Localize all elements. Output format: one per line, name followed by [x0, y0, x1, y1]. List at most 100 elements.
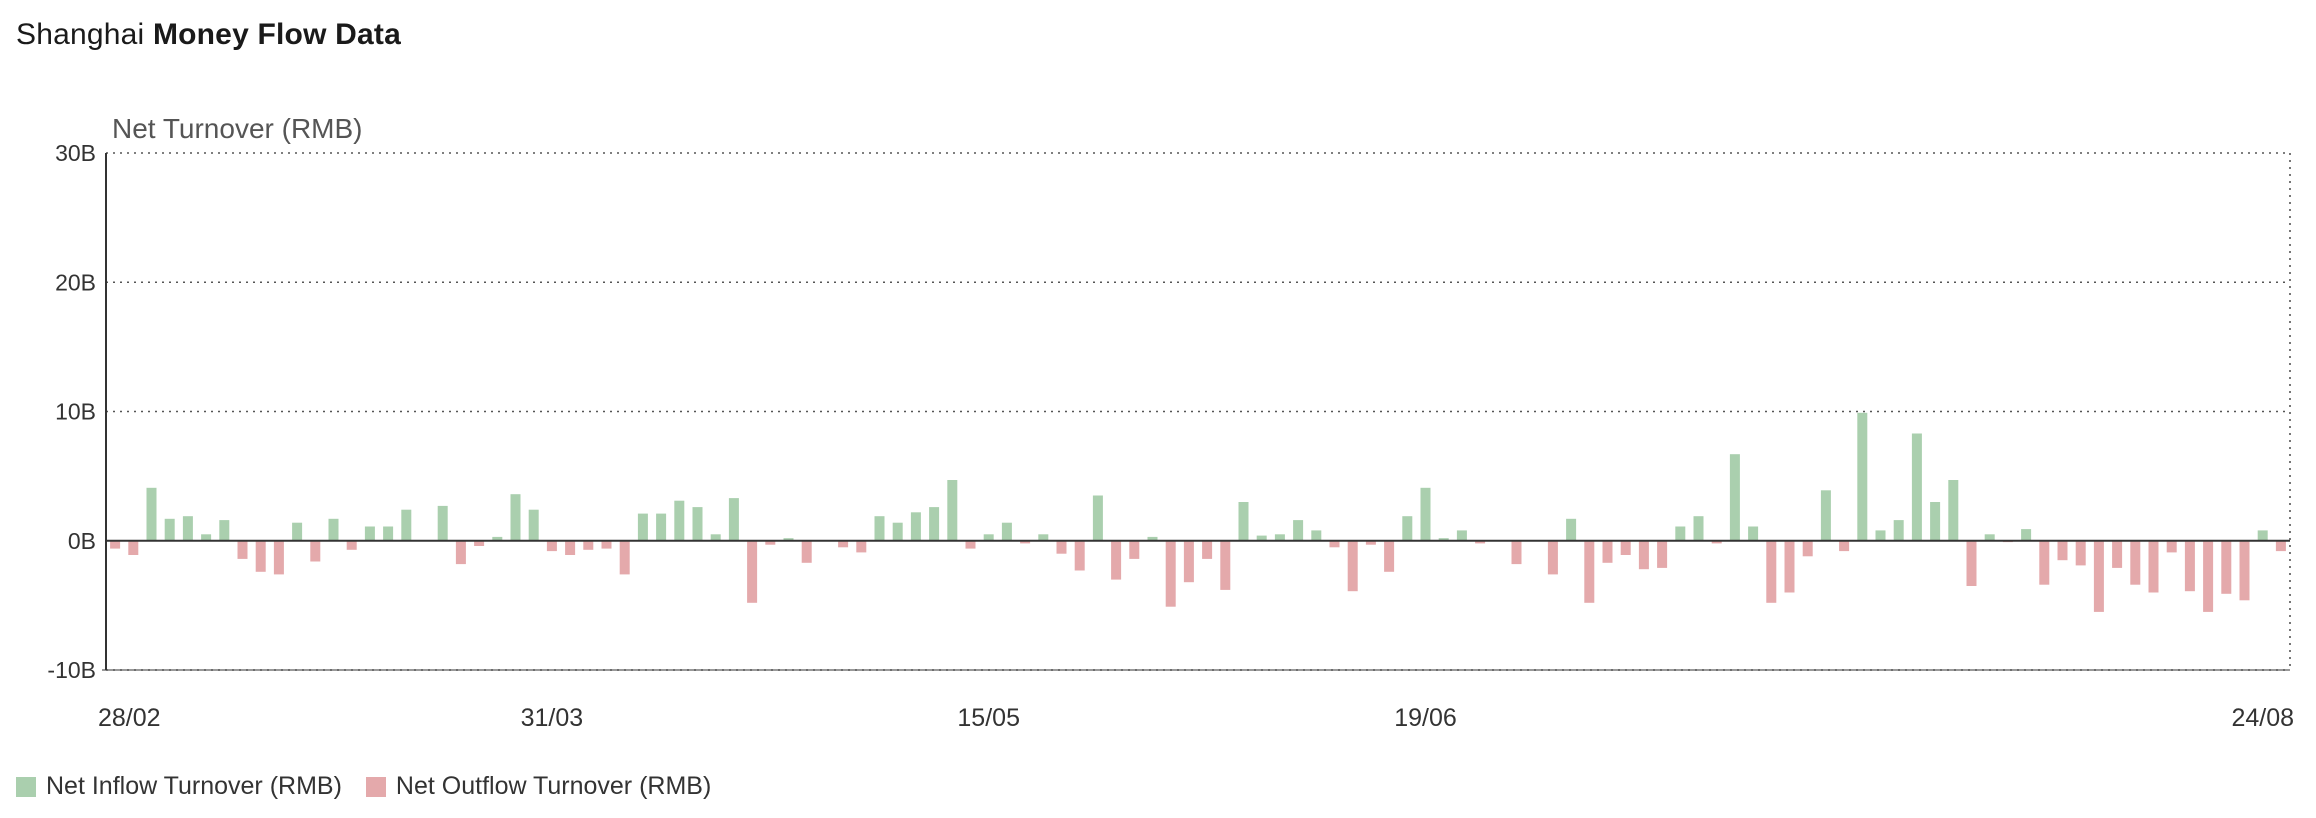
- inflow-bar[interactable]: [692, 507, 703, 541]
- inflow-bar[interactable]: [892, 522, 903, 541]
- inflow-bar[interactable]: [328, 518, 339, 541]
- outflow-bar[interactable]: [583, 540, 594, 550]
- outflow-bar[interactable]: [2075, 540, 2086, 566]
- outflow-bar[interactable]: [747, 540, 758, 603]
- inflow-bar[interactable]: [1984, 534, 1995, 541]
- outflow-bar[interactable]: [1056, 540, 1067, 554]
- inflow-bar[interactable]: [1311, 530, 1322, 541]
- outflow-bar[interactable]: [1365, 540, 1376, 545]
- inflow-bar[interactable]: [2021, 529, 2032, 541]
- outflow-bar[interactable]: [765, 540, 776, 545]
- inflow-bar[interactable]: [1147, 536, 1158, 541]
- legend-item-outflow[interactable]: Net Outflow Turnover (RMB): [365, 772, 711, 801]
- outflow-bar[interactable]: [128, 540, 139, 555]
- inflow-bar[interactable]: [292, 522, 303, 541]
- outflow-bar[interactable]: [310, 540, 321, 562]
- outflow-bar[interactable]: [2275, 540, 2286, 552]
- inflow-bar[interactable]: [1274, 534, 1285, 541]
- inflow-bar[interactable]: [1948, 480, 1959, 541]
- inflow-bar[interactable]: [1857, 412, 1868, 541]
- outflow-bar[interactable]: [1602, 540, 1613, 563]
- outflow-bar[interactable]: [1638, 540, 1649, 570]
- outflow-bar[interactable]: [237, 540, 248, 559]
- outflow-bar[interactable]: [1183, 540, 1194, 583]
- outflow-bar[interactable]: [601, 540, 612, 549]
- outflow-bar[interactable]: [1966, 540, 1977, 586]
- outflow-bar[interactable]: [1111, 540, 1122, 580]
- outflow-bar[interactable]: [1220, 540, 1231, 590]
- inflow-bar[interactable]: [383, 526, 394, 541]
- outflow-bar[interactable]: [2057, 540, 2068, 561]
- inflow-bar[interactable]: [1911, 433, 1922, 541]
- outflow-bar[interactable]: [1074, 540, 1085, 571]
- inflow-bar[interactable]: [656, 513, 667, 541]
- outflow-bar[interactable]: [1384, 540, 1395, 572]
- outflow-bar[interactable]: [838, 540, 849, 548]
- inflow-bar[interactable]: [364, 526, 375, 541]
- outflow-bar[interactable]: [2039, 540, 2050, 585]
- inflow-bar[interactable]: [1256, 535, 1267, 541]
- inflow-bar[interactable]: [1893, 520, 1904, 541]
- inflow-bar[interactable]: [1675, 526, 1686, 541]
- inflow-bar[interactable]: [219, 520, 230, 541]
- outflow-bar[interactable]: [1784, 540, 1795, 593]
- outflow-bar[interactable]: [255, 540, 266, 572]
- outflow-bar[interactable]: [1839, 540, 1850, 552]
- inflow-bar[interactable]: [1438, 538, 1449, 541]
- inflow-bar[interactable]: [947, 480, 958, 541]
- inflow-bar[interactable]: [1930, 502, 1941, 541]
- outflow-bar[interactable]: [619, 540, 630, 575]
- outflow-bar[interactable]: [1802, 540, 1813, 557]
- outflow-bar[interactable]: [1129, 540, 1140, 559]
- outflow-bar[interactable]: [1165, 540, 1176, 607]
- outflow-bar[interactable]: [1347, 540, 1358, 592]
- inflow-bar[interactable]: [1693, 516, 1704, 541]
- inflow-bar[interactable]: [1293, 520, 1304, 541]
- inflow-bar[interactable]: [1238, 502, 1249, 541]
- outflow-bar[interactable]: [1202, 540, 1213, 559]
- outflow-bar[interactable]: [2148, 540, 2159, 593]
- outflow-bar[interactable]: [1766, 540, 1777, 603]
- inflow-bar[interactable]: [710, 534, 721, 541]
- inflow-bar[interactable]: [437, 505, 448, 541]
- outflow-bar[interactable]: [801, 540, 812, 563]
- inflow-bar[interactable]: [1001, 522, 1012, 541]
- inflow-bar[interactable]: [874, 516, 885, 541]
- outflow-bar[interactable]: [2166, 540, 2177, 553]
- inflow-bar[interactable]: [637, 513, 648, 541]
- inflow-bar[interactable]: [1420, 487, 1431, 541]
- inflow-bar[interactable]: [929, 507, 940, 541]
- outflow-bar[interactable]: [1020, 540, 1031, 544]
- outflow-bar[interactable]: [546, 540, 557, 552]
- outflow-bar[interactable]: [965, 540, 976, 549]
- outflow-bar[interactable]: [2093, 540, 2104, 612]
- inflow-bar[interactable]: [674, 500, 685, 541]
- legend-item-inflow[interactable]: Net Inflow Turnover (RMB): [16, 772, 342, 801]
- inflow-bar[interactable]: [492, 536, 503, 541]
- inflow-bar[interactable]: [1729, 454, 1740, 541]
- outflow-bar[interactable]: [1657, 540, 1668, 568]
- inflow-bar[interactable]: [783, 538, 794, 541]
- inflow-bar[interactable]: [182, 516, 193, 541]
- outflow-bar[interactable]: [1329, 540, 1340, 548]
- outflow-bar[interactable]: [1620, 540, 1631, 555]
- inflow-bar[interactable]: [1875, 530, 1886, 541]
- inflow-bar[interactable]: [1748, 526, 1759, 541]
- outflow-bar[interactable]: [2112, 540, 2123, 568]
- outflow-bar[interactable]: [2239, 540, 2250, 601]
- outflow-bar[interactable]: [474, 540, 485, 546]
- outflow-bar[interactable]: [1711, 540, 1722, 544]
- outflow-bar[interactable]: [110, 540, 121, 549]
- inflow-bar[interactable]: [2257, 530, 2268, 541]
- inflow-bar[interactable]: [146, 487, 157, 541]
- outflow-bar[interactable]: [2221, 540, 2232, 594]
- outflow-bar[interactable]: [455, 540, 466, 565]
- outflow-bar[interactable]: [1584, 540, 1595, 603]
- outflow-bar[interactable]: [273, 540, 284, 575]
- inflow-bar[interactable]: [1402, 516, 1413, 541]
- inflow-bar[interactable]: [1038, 534, 1049, 541]
- outflow-bar[interactable]: [346, 540, 357, 550]
- outflow-bar[interactable]: [856, 540, 867, 553]
- inflow-bar[interactable]: [1456, 530, 1467, 541]
- inflow-bar[interactable]: [983, 534, 994, 541]
